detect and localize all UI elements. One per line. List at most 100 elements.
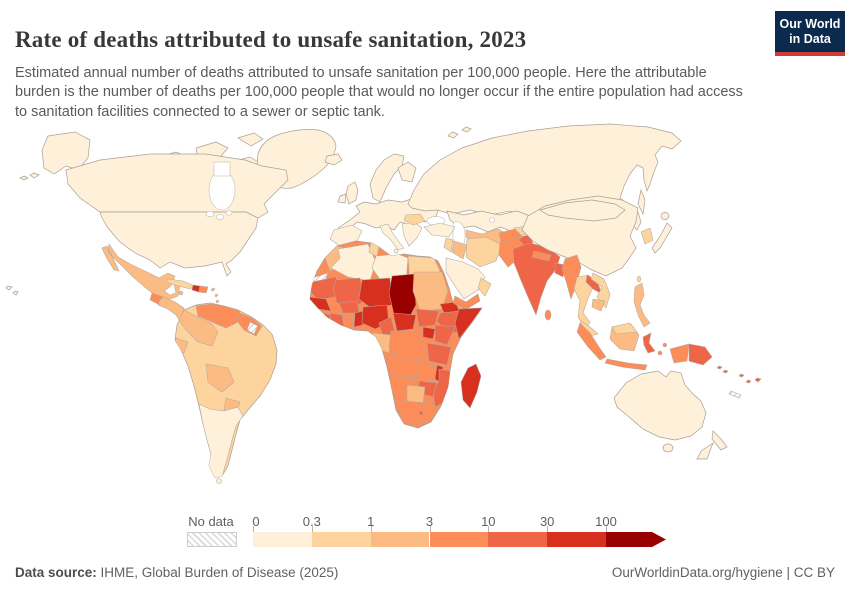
legend-segment-4[interactable] bbox=[488, 532, 548, 547]
country-finland[interactable] bbox=[397, 161, 417, 183]
legend-segment-0[interactable] bbox=[253, 532, 312, 547]
country-uk[interactable] bbox=[345, 181, 359, 205]
country-italy[interactable] bbox=[379, 223, 405, 254]
country-south-africa[interactable] bbox=[394, 400, 439, 427]
country-png[interactable] bbox=[688, 343, 713, 366]
country-brazil[interactable] bbox=[174, 302, 278, 479]
country-hawaii[interactable] bbox=[5, 285, 19, 296]
legend-tick-1: 0.3 bbox=[302, 514, 321, 529]
country-myanmar[interactable] bbox=[561, 254, 582, 300]
country-caribbean-islands[interactable] bbox=[210, 287, 220, 309]
country-burkina-faso[interactable] bbox=[338, 300, 360, 314]
license-link[interactable]: OurWorldinData.org/hygiene | CC BY bbox=[611, 565, 835, 580]
country-dominican-republic[interactable] bbox=[198, 285, 209, 294]
country-saudi-arabia[interactable] bbox=[445, 257, 486, 300]
country-kenya[interactable] bbox=[434, 324, 456, 346]
no-data-label: No data bbox=[188, 514, 234, 529]
aral-sea bbox=[489, 217, 495, 223]
country-borneo-north[interactable] bbox=[611, 322, 638, 335]
legend-segment-1[interactable] bbox=[311, 532, 371, 547]
country-zambia[interactable] bbox=[414, 362, 438, 382]
legend-segment-6-arrow[interactable] bbox=[606, 532, 666, 547]
country-suriname[interactable] bbox=[246, 321, 259, 335]
country-mongolia[interactable] bbox=[539, 199, 626, 222]
country-java[interactable] bbox=[604, 358, 648, 371]
country-lesotho[interactable] bbox=[418, 410, 424, 416]
legend-tickmark bbox=[311, 526, 313, 532]
country-usa[interactable] bbox=[99, 211, 259, 277]
legend-segment-2[interactable] bbox=[370, 532, 430, 547]
country-ireland[interactable] bbox=[337, 193, 347, 204]
no-data-swatch[interactable] bbox=[187, 532, 237, 547]
country-iceland[interactable] bbox=[324, 153, 343, 166]
country-japan[interactable] bbox=[651, 212, 673, 254]
country-tasmania[interactable] bbox=[662, 443, 674, 453]
country-oman[interactable] bbox=[477, 277, 492, 297]
country-mexico[interactable] bbox=[101, 243, 181, 301]
legend-tickmark bbox=[253, 526, 254, 532]
country-sulawesi[interactable] bbox=[642, 332, 656, 354]
country-tanzania[interactable] bbox=[426, 342, 452, 366]
country-mauritania[interactable] bbox=[309, 276, 341, 301]
country-romania[interactable] bbox=[403, 213, 426, 226]
country-new-caledonia[interactable] bbox=[728, 390, 742, 399]
country-russia[interactable] bbox=[407, 123, 682, 231]
great-lakes bbox=[205, 210, 233, 220]
country-somalia[interactable] bbox=[454, 307, 482, 340]
country-levant[interactable] bbox=[443, 237, 454, 253]
country-moluccas[interactable] bbox=[657, 342, 667, 356]
country-argentina-chile[interactable] bbox=[198, 403, 244, 480]
legend-segment-3[interactable] bbox=[429, 532, 489, 547]
country-philippines[interactable] bbox=[633, 282, 651, 328]
country-central-african-republic[interactable] bbox=[392, 312, 417, 332]
country-madagascar[interactable] bbox=[460, 363, 482, 409]
country-cambodia[interactable] bbox=[591, 298, 606, 312]
country-senegal-guinea[interactable] bbox=[307, 296, 332, 312]
country-jamaica[interactable] bbox=[178, 290, 184, 296]
legend-tick-2: 1 bbox=[367, 514, 375, 529]
country-korea[interactable] bbox=[640, 227, 654, 245]
legend-tickmark bbox=[370, 526, 372, 532]
legend-segment-5[interactable] bbox=[547, 532, 606, 547]
legend-tick-5: 30 bbox=[539, 514, 555, 529]
country-new-zealand[interactable] bbox=[696, 430, 728, 460]
country-turkey[interactable] bbox=[423, 222, 456, 238]
country-iran[interactable] bbox=[465, 236, 503, 268]
country-sumatra[interactable] bbox=[576, 322, 607, 361]
data-source-text: IHME, Global Burden of Disease (2025) bbox=[96, 565, 339, 580]
country-iraq[interactable] bbox=[451, 240, 468, 260]
legend-tickmark bbox=[429, 526, 431, 532]
country-cuba[interactable] bbox=[165, 278, 196, 290]
country-colombia[interactable] bbox=[178, 309, 219, 347]
country-uganda-rwanda[interactable] bbox=[422, 326, 436, 340]
owid-logo[interactable]: Our World in Data bbox=[775, 11, 845, 56]
country-sakhalin[interactable] bbox=[637, 188, 646, 216]
country-benin-togo[interactable] bbox=[353, 310, 364, 328]
country-vanuatu-fiji[interactable] bbox=[738, 373, 762, 384]
country-botswana[interactable] bbox=[406, 384, 426, 404]
country-ghana[interactable] bbox=[343, 314, 354, 330]
country-solomons[interactable] bbox=[716, 365, 729, 374]
country-balkans[interactable] bbox=[401, 221, 423, 247]
country-sri-lanka[interactable] bbox=[544, 309, 552, 321]
legend-tick-3: 3 bbox=[425, 514, 434, 529]
country-scandinavia[interactable] bbox=[369, 153, 405, 203]
country-australia[interactable] bbox=[613, 370, 707, 441]
legend-tick-6: 100 bbox=[595, 514, 617, 529]
legend-tickmark bbox=[606, 526, 607, 532]
country-angola[interactable] bbox=[386, 354, 420, 378]
country-taiwan[interactable] bbox=[636, 275, 642, 283]
country-haiti[interactable] bbox=[191, 284, 201, 293]
hudson-bay-mouth bbox=[213, 161, 231, 177]
country-west-papua[interactable] bbox=[669, 343, 690, 364]
country-nepal[interactable] bbox=[531, 250, 552, 262]
owid-logo-line2: in Data bbox=[789, 31, 831, 46]
data-source-line: Data source: IHME, Global Burden of Dise… bbox=[15, 565, 338, 580]
country-gabon-congo[interactable] bbox=[370, 332, 392, 354]
country-bolivia[interactable] bbox=[205, 363, 235, 393]
country-canada[interactable] bbox=[65, 153, 289, 219]
page-title: Rate of deaths attributed to unsafe sani… bbox=[15, 27, 527, 53]
tierra-del-fuego[interactable] bbox=[216, 478, 222, 484]
map-svg bbox=[5, 123, 762, 484]
